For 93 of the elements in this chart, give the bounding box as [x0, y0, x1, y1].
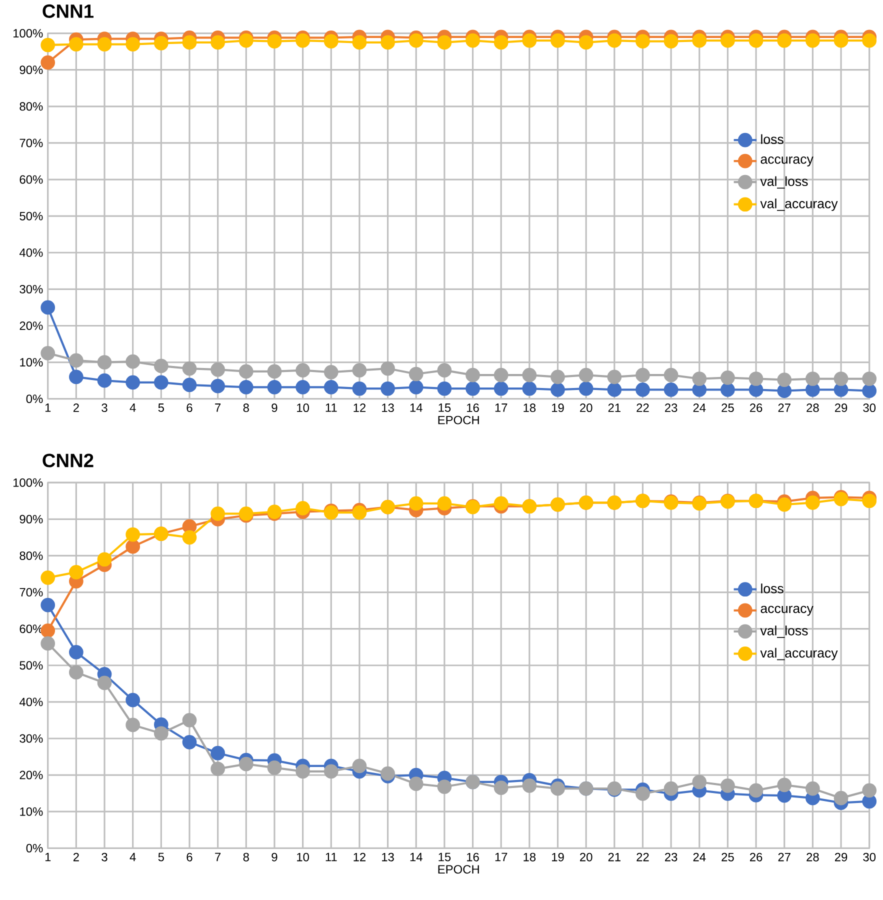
x-tick-label: 19 [552, 852, 564, 862]
legend-label: loss [761, 134, 784, 144]
x-tick-label: 23 [665, 852, 678, 862]
x-axis-title: EPOCH [438, 865, 480, 874]
x-tick-label: 21 [608, 404, 621, 412]
x-tick-label: 8 [244, 404, 250, 412]
x-tick-label: 24 [694, 404, 706, 412]
y-tick-label: 100% [14, 29, 43, 38]
x-tick-label: 24 [694, 852, 706, 862]
x-tick-label: 19 [552, 404, 564, 412]
y-tick-label: 90% [20, 514, 43, 524]
legend-label: loss [761, 584, 784, 594]
x-tick-label: 22 [636, 404, 649, 412]
x-tick-label: 7 [215, 404, 221, 412]
x-tick-label: 13 [382, 404, 394, 412]
x-axis-title: EPOCH [438, 416, 480, 424]
x-tick-label: 16 [467, 852, 480, 862]
y-tick-label: 60% [20, 175, 43, 184]
x-tick-label: 3 [102, 852, 108, 862]
x-tick-label: 23 [665, 404, 678, 412]
y-tick-label: 10% [20, 358, 43, 367]
x-tick-label: 18 [524, 852, 536, 862]
x-tick-label: 15 [438, 852, 451, 862]
x-tick-label: 3 [102, 404, 108, 412]
x-tick-label: 6 [186, 404, 192, 412]
chart-title: CNN2 [42, 454, 94, 468]
x-tick-label: 27 [778, 852, 791, 862]
x-tick-label: 28 [806, 852, 819, 862]
legend-label: val_accuracy [760, 648, 838, 660]
x-tick-label: 20 [580, 404, 592, 412]
y-tick-label: 90% [20, 66, 43, 74]
x-tick-label: 26 [750, 404, 762, 412]
x-tick-label: 5 [158, 852, 164, 862]
x-tick-label: 6 [186, 852, 192, 862]
y-tick-label: 50% [20, 212, 43, 220]
x-tick-label: 7 [215, 852, 221, 862]
y-tick-label: 20% [20, 322, 43, 330]
x-tick-label: 4 [130, 852, 136, 862]
x-tick-label: 10 [297, 404, 310, 412]
x-tick-label: 14 [410, 404, 423, 412]
y-tick-label: 40% [20, 248, 43, 257]
x-tick-label: 14 [410, 852, 423, 862]
y-tick-label: 100% [14, 478, 43, 487]
x-tick-label: 4 [130, 404, 136, 412]
x-tick-label: 29 [835, 852, 848, 862]
x-tick-label: 2 [74, 404, 80, 412]
x-tick-label: 1 [46, 404, 51, 412]
y-tick-label: 20% [20, 770, 43, 780]
x-tick-label: 11 [326, 852, 337, 862]
x-tick-label: 26 [750, 852, 762, 862]
y-tick-label: 70% [20, 588, 43, 597]
legend-label: val_loss [760, 626, 808, 638]
legend-label: accuracy [760, 606, 814, 616]
y-tick-label: 10% [20, 807, 43, 816]
legend-label: accuracy [760, 156, 814, 166]
x-tick-label: 10 [297, 852, 310, 862]
x-tick-label: 13 [382, 852, 394, 862]
x-tick-label: 20 [580, 852, 592, 862]
x-tick-label: 16 [467, 404, 480, 412]
x-tick-label: 17 [496, 404, 508, 412]
x-tick-label: 21 [608, 852, 621, 862]
y-tick-label: 70% [20, 138, 43, 148]
y-tick-label: 80% [20, 551, 43, 560]
x-tick-label: 25 [722, 404, 734, 412]
y-tick-label: 50% [20, 661, 43, 670]
x-tick-label: 27 [778, 404, 791, 412]
x-tick-label: 5 [158, 404, 164, 412]
x-tick-label: 9 [272, 852, 278, 862]
y-tick-label: 30% [20, 734, 43, 743]
legend-label: val_loss [760, 176, 808, 189]
x-tick-label: 22 [636, 852, 649, 862]
y-tick-label: 40% [20, 698, 43, 706]
x-tick-label: 12 [354, 852, 366, 862]
x-tick-label: 18 [524, 404, 536, 412]
x-tick-label: 29 [835, 404, 848, 412]
x-tick-label: 8 [244, 852, 250, 862]
x-tick-label: 1 [46, 852, 51, 862]
legend-label: val_accuracy [760, 198, 838, 211]
x-tick-label: 9 [272, 404, 278, 412]
x-tick-label: 12 [354, 404, 366, 412]
x-tick-label: 30 [863, 852, 876, 862]
x-tick-label: 17 [496, 852, 508, 862]
y-tick-label: 30% [20, 284, 43, 294]
y-tick-label: 80% [20, 102, 43, 111]
x-tick-label: 15 [438, 404, 451, 412]
x-tick-label: 28 [806, 404, 819, 412]
x-tick-label: 11 [326, 404, 337, 412]
x-tick-label: 25 [722, 852, 734, 862]
x-tick-label: 2 [74, 852, 80, 862]
y-tick-label: 0% [26, 394, 43, 404]
chart-title: CNN1 [42, 4, 94, 18]
y-tick-label: 0% [26, 844, 43, 852]
x-tick-label: 30 [863, 404, 876, 412]
